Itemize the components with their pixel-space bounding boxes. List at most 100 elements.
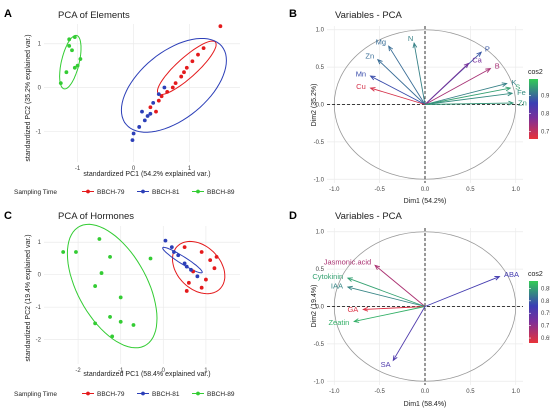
vector-label: Zeatin <box>328 318 349 327</box>
panel-d-yticks: -1.0 -0.5 0.0 0.5 1.0 <box>314 230 325 386</box>
legend-label: BBCH-89 <box>207 391 235 398</box>
panel-a: PCA of Elements -1 0 1 -1 0 1 standardized P… <box>14 10 240 196</box>
point-bbch-89 <box>93 284 98 288</box>
vector-arrowhead <box>494 276 501 281</box>
point-bbch-79 <box>182 70 186 75</box>
point-bbch-81 <box>189 267 193 272</box>
point-bbch-81 <box>151 100 156 105</box>
colorbar-tick-label: 0.7 <box>541 130 550 136</box>
panel-d-colorbar-title: cos2 <box>528 271 543 278</box>
panel-a-ellipses <box>59 34 227 133</box>
xtick-label: -1 <box>118 368 124 374</box>
point-bbch-79 <box>165 90 170 94</box>
panel-b-ylabel: Dim2 (35.2%) <box>311 84 318 127</box>
vector-arrowhead <box>362 306 369 312</box>
panel-c: PCA of Hormones -2 -1 0 1 -2 -1 0 1 standardiz… <box>14 211 240 398</box>
point-bbch-89 <box>67 44 72 48</box>
vector-label: N <box>408 34 413 43</box>
vector-label: ABA <box>504 270 519 279</box>
point-bbch-79 <box>179 74 184 79</box>
vector-label: Zn <box>365 52 374 61</box>
xtick-label: 0.5 <box>466 187 475 193</box>
vector-label: Mg <box>376 37 386 46</box>
point-bbch-81 <box>137 125 142 129</box>
xtick-label: 0.0 <box>421 187 430 193</box>
ytick-label: -1 <box>36 129 42 135</box>
point-bbch-79 <box>196 52 200 57</box>
point-bbch-79 <box>201 46 206 50</box>
vector-arrow <box>370 87 426 105</box>
vector-arrow <box>374 265 426 307</box>
legend-key-point <box>196 391 200 396</box>
xtick-label: 1.0 <box>512 187 521 193</box>
point-bbch-89 <box>58 81 63 86</box>
ytick-label: 0.0 <box>316 103 325 109</box>
vector-arrow <box>424 92 513 105</box>
point-bbch-89 <box>118 319 123 324</box>
point-bbch-81 <box>195 274 200 279</box>
colorbar-tick-label: 0.8 <box>541 112 550 118</box>
point-bbch-89 <box>75 63 80 68</box>
point-bbch-79 <box>184 289 189 293</box>
panel-letter-d: D <box>289 210 297 222</box>
panel-b-colorbar: cos2 0.7 0.8 0.9 <box>528 69 550 139</box>
vector-label: Fe <box>517 88 526 97</box>
panel-b-yticks: -1.0 -0.5 0.0 0.5 1.0 <box>314 28 325 184</box>
vector-arrow <box>424 276 500 307</box>
legend-key-point <box>141 391 145 396</box>
vector-arrow <box>363 306 426 310</box>
ytick-label: -0.5 <box>314 342 325 348</box>
legend-key-point <box>86 189 90 194</box>
vector-label: Mn <box>356 69 366 78</box>
panel-b-colorbar-title: cos2 <box>528 69 543 76</box>
point-bbch-79 <box>218 24 223 29</box>
ytick-label: -0.5 <box>314 140 325 146</box>
point-bbch-79 <box>148 105 153 110</box>
xtick-label: 0 <box>132 166 136 172</box>
point-bbch-81 <box>148 111 153 116</box>
panel-d-title: Variables - PCA <box>335 211 403 222</box>
xtick-label: 0.5 <box>466 389 475 395</box>
panel-d-ylabel: Dim2 (19.4%) <box>311 285 318 328</box>
point-bbch-81 <box>156 92 161 96</box>
vector-label: P <box>485 44 490 53</box>
vector-arrow <box>392 306 426 361</box>
point-bbch-89 <box>70 48 74 53</box>
vector-label: GA <box>347 305 358 314</box>
point-bbch-89 <box>99 271 104 275</box>
vector-arrowhead <box>346 285 353 291</box>
ytick-label: 0.5 <box>316 267 325 273</box>
point-bbch-89 <box>72 65 77 70</box>
legend-key-point <box>86 391 90 396</box>
legend-label: BBCH-81 <box>152 391 180 398</box>
vector-arrow <box>370 75 426 105</box>
panel-letter-a: A <box>4 8 12 20</box>
vector-arrow <box>424 87 511 105</box>
vector-arrowhead <box>501 82 508 87</box>
point-bbch-89 <box>74 250 78 254</box>
colorbar-tick-label: 0.7 <box>541 324 550 330</box>
panel-c-points <box>61 237 219 339</box>
ellipse-bbch-89 <box>66 223 158 349</box>
point-bbch-79 <box>190 59 195 64</box>
vector-label: B <box>495 62 500 71</box>
panel-b-xlabel: Dim1 (54.2%) <box>404 198 447 205</box>
point-bbch-89 <box>78 57 83 61</box>
legend-label: BBCH-79 <box>97 391 125 398</box>
colorbar-tick-label: 0.75 <box>541 311 550 317</box>
vector-label: Cytokinin <box>312 272 343 281</box>
panel-a-title: PCA of Elements <box>58 10 130 21</box>
panel-c-xlabel: standardized PC1 (58.4% explained var.) <box>83 371 210 378</box>
panel-d-colorbar: cos2 0.65 0.7 0.75 0.8 0.85 <box>528 271 550 343</box>
ellipse-bbch-81 <box>120 38 227 133</box>
ytick-label: 1.0 <box>316 28 325 34</box>
legend-label: BBCH-89 <box>207 189 235 196</box>
vector-label: Jasmonic.acid <box>324 258 372 267</box>
point-bbch-81 <box>182 261 187 266</box>
vector-arrowhead <box>376 58 383 65</box>
point-bbch-89 <box>108 315 112 319</box>
legend-label: BBCH-79 <box>97 189 125 196</box>
point-bbch-79 <box>199 285 204 290</box>
vector-arrowhead <box>369 87 376 92</box>
point-bbch-81 <box>145 114 150 118</box>
